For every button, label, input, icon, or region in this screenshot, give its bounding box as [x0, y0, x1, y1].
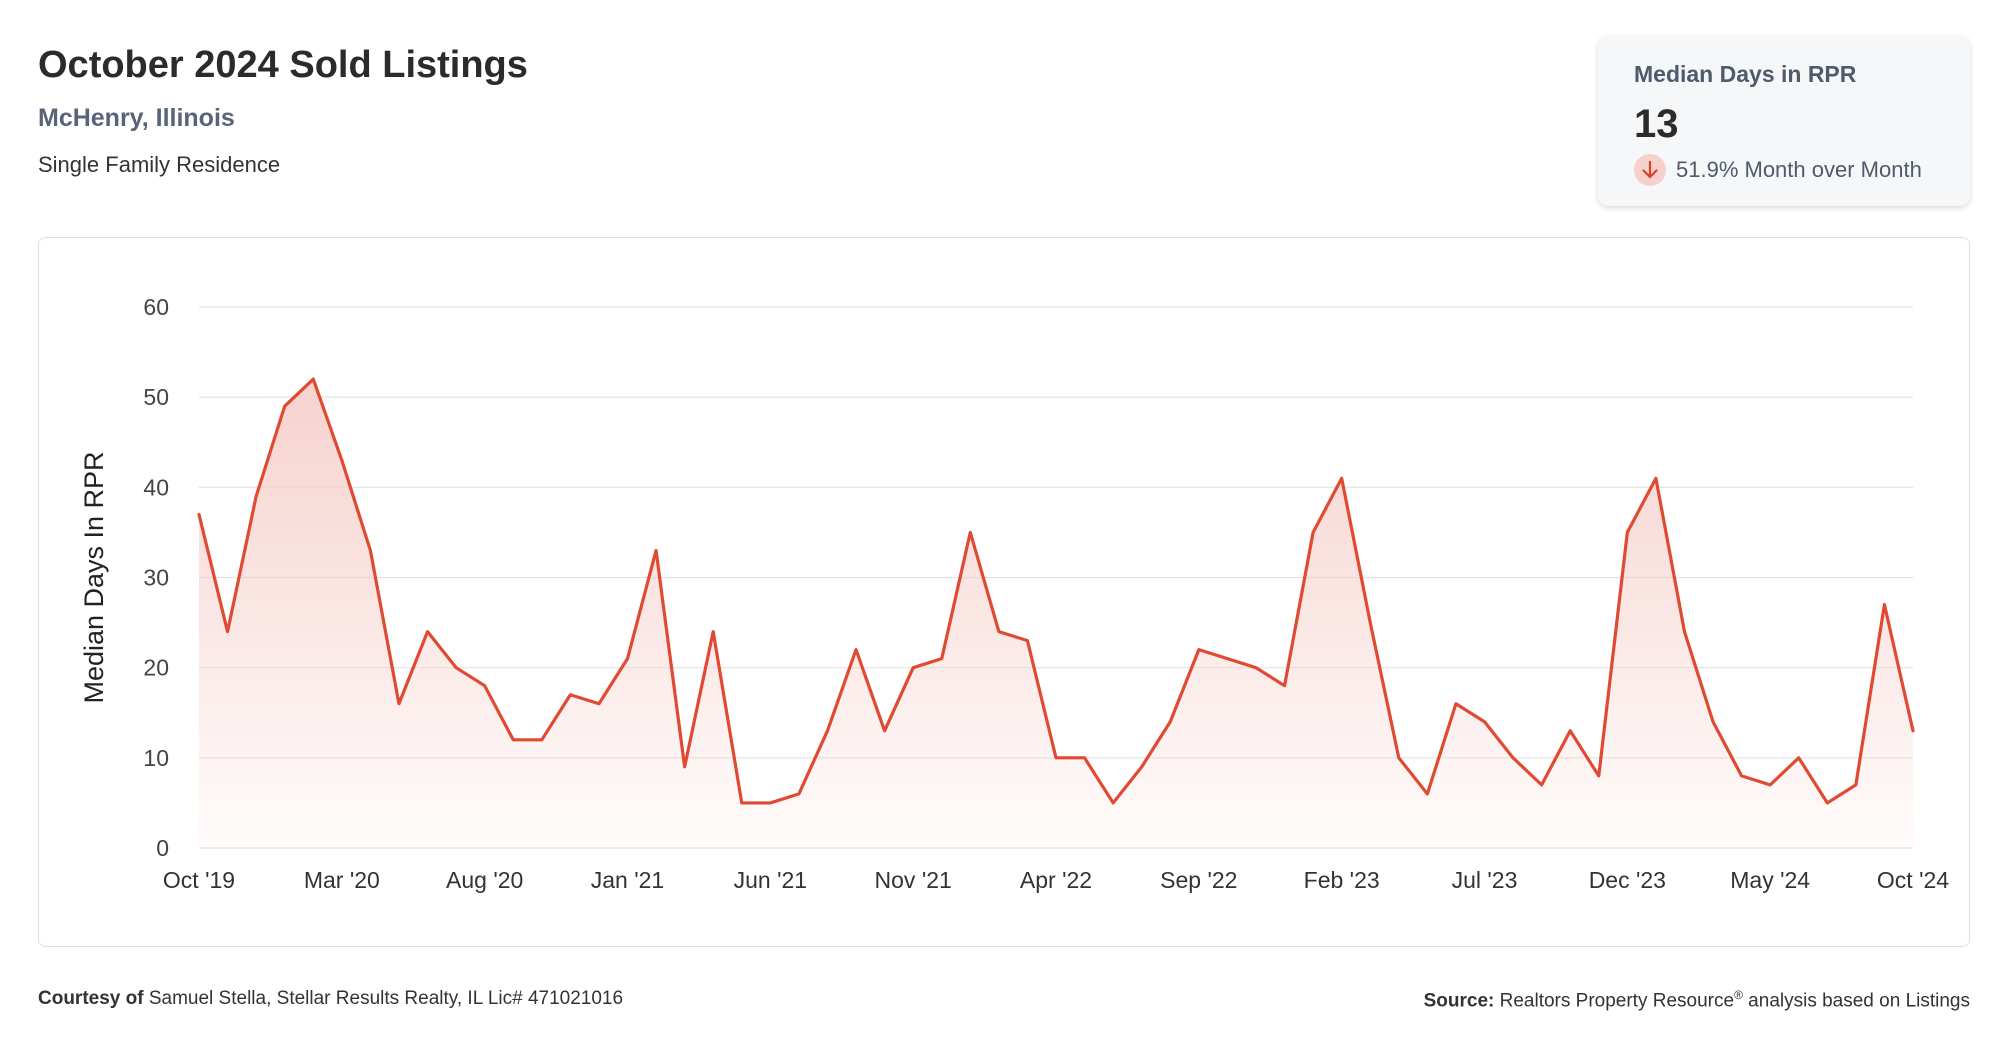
y-tick-label: 10	[143, 745, 169, 771]
x-tick-label: Dec '23	[1589, 867, 1666, 893]
courtesy-footer: Courtesy of Samuel Stella, Stellar Resul…	[38, 988, 623, 1010]
x-tick-label: Oct '24	[1877, 867, 1949, 893]
x-tick-label: Sep '22	[1160, 867, 1237, 893]
y-tick-label: 0	[156, 835, 169, 861]
y-tick-label: 20	[143, 655, 169, 681]
source-text-b: analysis based on Listings	[1742, 990, 1970, 1012]
location-subtitle: McHenry, Illinois	[38, 104, 235, 132]
x-tick-label: Jul '23	[1452, 867, 1518, 893]
x-tick-label: Aug '20	[446, 867, 523, 893]
chart-panel: 0 10 20 30 40 50 60 Oct '19 Mar '20 Aug '20 Jan '2…	[38, 237, 1970, 947]
source-label: Source:	[1423, 990, 1495, 1012]
courtesy-text: Samuel Stella, Stellar Results Realty, I…	[148, 988, 624, 1009]
card-change-text: 51.9% Month over Month	[1676, 157, 1922, 182]
x-tick-label: Nov '21	[875, 867, 952, 893]
y-tick-label: 60	[143, 294, 169, 320]
series-area	[199, 379, 1913, 848]
x-tick-label: Oct '19	[163, 867, 235, 893]
card-value: 13	[1634, 102, 1679, 146]
x-tick-label: Feb '23	[1304, 867, 1380, 893]
y-tick-label: 50	[143, 384, 169, 410]
x-tick-label: Mar '20	[304, 867, 380, 893]
page-title: October 2024 Sold Listings	[38, 44, 528, 86]
arrow-down-icon	[1634, 154, 1666, 186]
registered-mark: ®	[1734, 988, 1743, 1002]
property-type-label: Single Family Residence	[38, 152, 281, 177]
median-days-card: Median Days in RPR 13 51.9% Month over M…	[1598, 36, 1970, 206]
x-tick-label: Jan '21	[591, 867, 664, 893]
x-tick-label: Jun '21	[734, 867, 807, 893]
x-tick-label: May '24	[1730, 867, 1810, 893]
y-tick-label: 30	[143, 565, 169, 591]
source-text-a: Realtors Property Resource	[1499, 990, 1735, 1012]
x-tick-label: Apr '22	[1020, 867, 1092, 893]
series-line	[197, 377, 1915, 805]
y-axis-label: Median Days In RPR	[79, 451, 109, 703]
source-footer: Source: Realtors Property Resource® anal…	[1424, 988, 1970, 1012]
card-change: 51.9% Month over Month	[1634, 154, 1922, 186]
median-days-chart: 0 10 20 30 40 50 60 Oct '19 Mar '20 Aug '20 Jan '2…	[79, 294, 1949, 893]
y-tick-label: 40	[143, 474, 169, 500]
courtesy-label: Courtesy of	[38, 988, 144, 1009]
card-label: Median Days in RPR	[1634, 61, 1857, 87]
